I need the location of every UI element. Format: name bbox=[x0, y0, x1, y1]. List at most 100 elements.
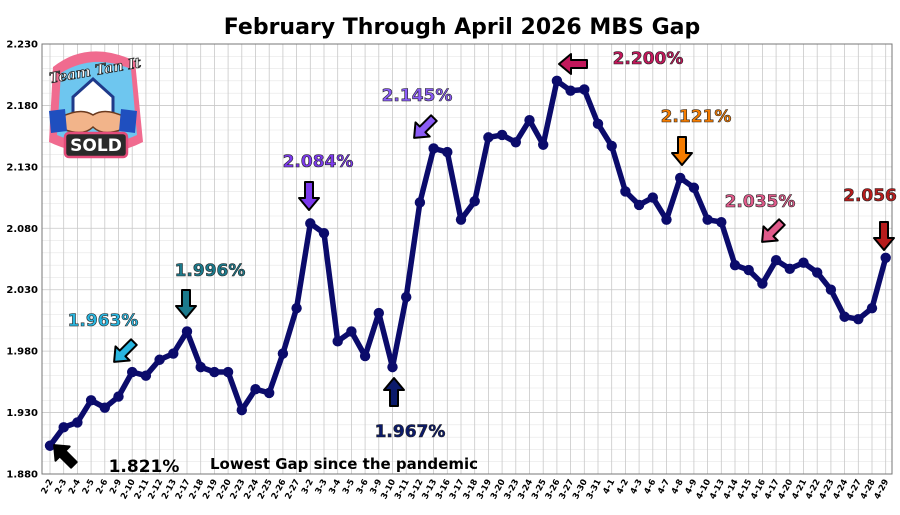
y-tick-label: 1.880 bbox=[6, 470, 38, 481]
data-point bbox=[798, 257, 809, 268]
y-tick-label: 2.030 bbox=[6, 285, 38, 296]
data-point bbox=[716, 216, 727, 228]
data-point bbox=[579, 84, 590, 95]
y-tick-label: 2.180 bbox=[6, 101, 38, 112]
data-point bbox=[127, 366, 138, 378]
data-point bbox=[58, 422, 69, 433]
logo-sold-text: SOLD bbox=[70, 136, 122, 156]
data-point bbox=[606, 140, 617, 152]
data-point bbox=[332, 336, 343, 347]
data-point bbox=[620, 186, 631, 197]
y-axis: 1.880 1.930 1.980 2.030 2.080 2.130 2.180 2.230 bbox=[6, 40, 38, 481]
data-point bbox=[483, 132, 494, 143]
data-point bbox=[880, 252, 891, 263]
data-point bbox=[538, 139, 549, 150]
annotation: 2.056 bbox=[843, 186, 897, 251]
data-point bbox=[442, 146, 453, 158]
data-point bbox=[633, 199, 645, 211]
data-point bbox=[305, 218, 316, 229]
data-point bbox=[469, 196, 480, 207]
data-point bbox=[688, 182, 700, 193]
data-point bbox=[729, 259, 741, 271]
annotation-arrow-icon bbox=[671, 136, 693, 166]
data-point bbox=[250, 384, 261, 395]
annotation-label: 2.084% bbox=[283, 152, 354, 172]
y-tick-label: 2.080 bbox=[6, 224, 38, 235]
annotation: 1.967% bbox=[374, 377, 446, 442]
data-point bbox=[551, 75, 563, 87]
data-point bbox=[140, 370, 152, 381]
data-point bbox=[675, 172, 686, 184]
data-point bbox=[825, 284, 837, 295]
data-point bbox=[72, 417, 83, 428]
annotations: 1.963% 1.996% 2.084% 1.967% 2.145% 2.200% 2.12… bbox=[53, 49, 897, 477]
annotation: 2.200% bbox=[558, 49, 684, 75]
data-point bbox=[770, 255, 782, 266]
data-point bbox=[236, 404, 247, 416]
data-point bbox=[524, 114, 535, 126]
annotation: 2.084% bbox=[282, 152, 354, 211]
data-point bbox=[853, 314, 864, 325]
data-point bbox=[113, 391, 124, 402]
data-point bbox=[866, 302, 878, 314]
annotation-arrow-icon bbox=[413, 114, 438, 139]
annotation-arrow-icon bbox=[175, 289, 197, 319]
data-point bbox=[592, 118, 604, 130]
annotation-label: 2.035% bbox=[725, 192, 796, 212]
y-tick-label: 1.930 bbox=[6, 408, 38, 419]
annotation-arrow-icon bbox=[558, 53, 588, 75]
data-point bbox=[264, 387, 275, 399]
data-point bbox=[839, 311, 850, 322]
annotation-label: 1.967% bbox=[375, 422, 446, 442]
annotation: 2.145% bbox=[381, 86, 453, 139]
data-point bbox=[702, 214, 713, 225]
data-point bbox=[154, 354, 165, 365]
data-point bbox=[359, 350, 371, 362]
annotation-label: 2.056 bbox=[843, 186, 897, 206]
data-point bbox=[181, 326, 193, 337]
data-point bbox=[318, 228, 330, 239]
sleeve-left bbox=[49, 109, 67, 133]
data-point bbox=[387, 361, 398, 373]
annotation-label: 1.821% bbox=[109, 457, 180, 477]
annotation: 1.821% bbox=[53, 444, 180, 477]
y-tick-label: 2.230 bbox=[6, 40, 38, 51]
data-point bbox=[291, 302, 302, 314]
data-point bbox=[496, 129, 508, 141]
data-point bbox=[373, 307, 384, 319]
sold-plate bbox=[63, 131, 129, 159]
data-point bbox=[455, 214, 467, 225]
annotation-label: 2.145% bbox=[382, 86, 453, 106]
lowest-gap-note: Lowest Gap since the pandemic bbox=[210, 455, 478, 473]
annotation: 2.121% bbox=[660, 107, 732, 166]
data-point bbox=[195, 361, 206, 373]
data-point bbox=[401, 291, 412, 303]
annotation-label: 2.121% bbox=[661, 107, 732, 127]
annotation-label: 2.200% bbox=[613, 49, 684, 69]
data-point bbox=[784, 263, 795, 275]
data-point bbox=[743, 264, 754, 276]
plot-frame bbox=[41, 43, 893, 475]
data-point bbox=[99, 402, 111, 413]
annotation-arrow-icon bbox=[383, 377, 405, 407]
data-point bbox=[168, 348, 179, 359]
chart-title: February Through April 2026 MBS Gap bbox=[224, 15, 700, 40]
data-point bbox=[346, 326, 357, 337]
annotation: 2.035% bbox=[724, 192, 796, 243]
data-point bbox=[812, 267, 823, 278]
annotation-label: 1.996% bbox=[175, 261, 246, 281]
data-point bbox=[661, 214, 672, 225]
y-tick-label: 2.130 bbox=[6, 162, 38, 173]
sleeve-right bbox=[119, 109, 137, 133]
annotation: 1.996% bbox=[174, 261, 246, 319]
data-point bbox=[44, 440, 56, 451]
annotation-arrow-icon bbox=[53, 444, 78, 469]
data-points bbox=[44, 75, 891, 451]
annotation-arrow-icon bbox=[873, 221, 895, 251]
data-point bbox=[510, 137, 521, 148]
data-point bbox=[414, 197, 426, 208]
annotation-label: 1.963% bbox=[68, 311, 139, 331]
y-tick-label: 1.980 bbox=[6, 347, 38, 358]
